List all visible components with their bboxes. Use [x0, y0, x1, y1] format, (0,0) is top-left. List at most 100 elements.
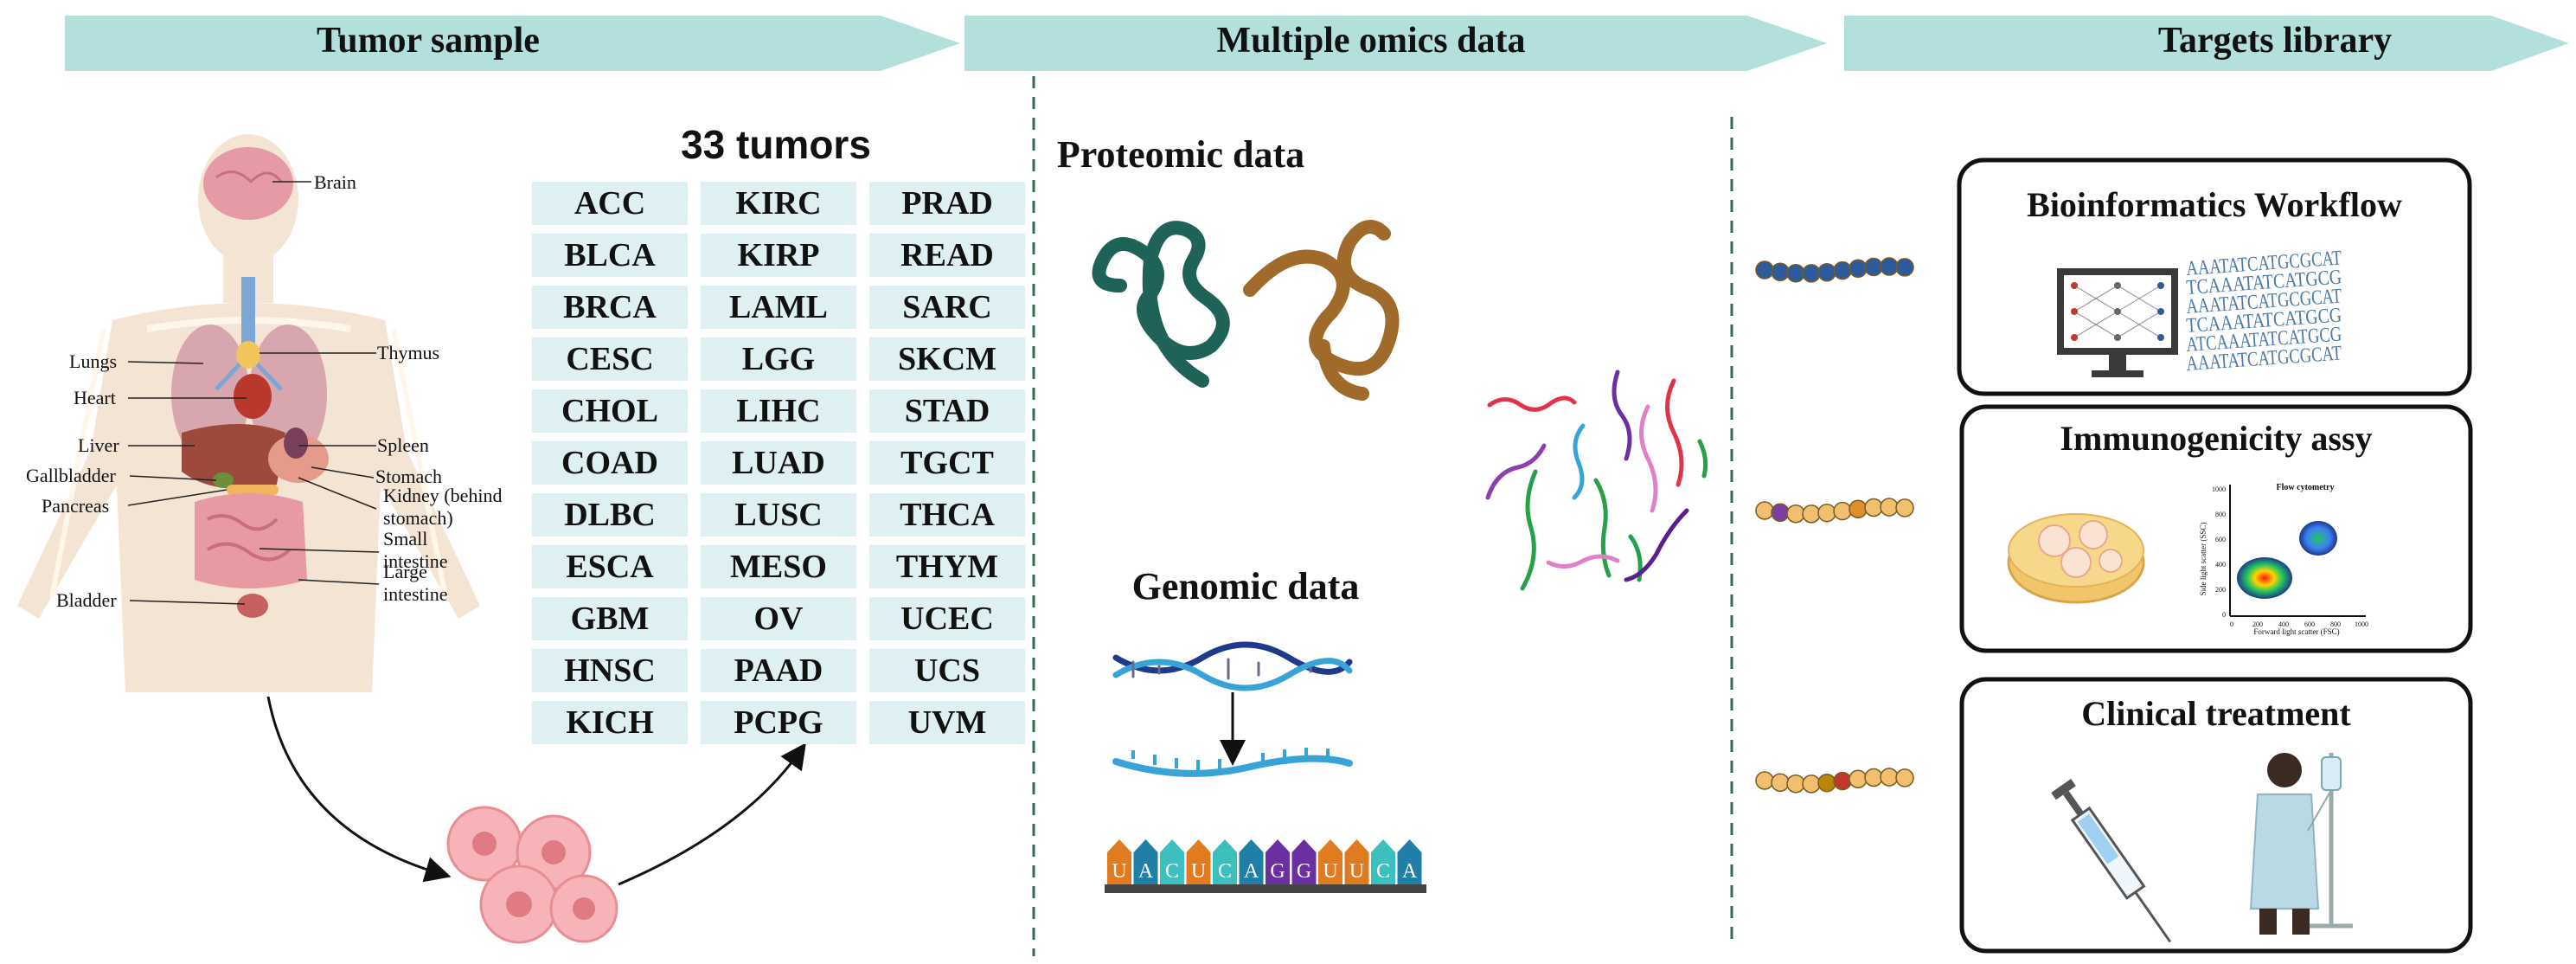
- tumor-label: SARC: [902, 289, 991, 325]
- organ-labels: [127, 181, 380, 605]
- dna-helix-icon: [1112, 641, 1353, 691]
- tumor-grid: ACC BLCA BRCA CESC CHOL COAD DLBC ESCA GBM HNSC KI…: [532, 182, 1025, 744]
- banner-label: Targets library: [2158, 21, 2392, 61]
- tumor-cell: [869, 597, 1025, 640]
- tumor-cells-cluster: [446, 806, 618, 944]
- tumor-cell: [532, 234, 688, 277]
- banner-label: Tumor sample: [317, 21, 540, 61]
- rna-letter: G: [1270, 860, 1285, 883]
- flow-xlabel: Forward light scatter (FSC): [2253, 627, 2339, 636]
- flow-ylabel: Side light scatter (SSC): [2199, 523, 2208, 596]
- amino-acid-bead: [1895, 498, 1914, 517]
- human-body-illustration: [17, 134, 480, 692]
- tumor-label: STAD: [905, 393, 990, 429]
- amino-acid-bead: [1880, 257, 1899, 276]
- tumor-label: KIRP: [738, 237, 820, 273]
- tumor-label: LUSC: [734, 497, 822, 533]
- rna-letter: U: [1112, 860, 1126, 883]
- sequence-text-block: AAATATCATGCGCATTCAAATATCATGCGAAATATCATGC…: [2186, 247, 2343, 376]
- amino-acid-bead: [1849, 499, 1868, 518]
- tumor-label: PRAD: [901, 185, 993, 222]
- amino-acid-bead: [1802, 264, 1821, 283]
- rna-letter-block: [1213, 839, 1237, 884]
- rna-letter: A: [1138, 860, 1154, 883]
- tumor-cell: [869, 337, 1025, 381]
- label-gallbladder: Gallbladder: [26, 465, 117, 486]
- tumor-label: KIRC: [735, 185, 821, 222]
- genomic-title: Genomic data: [1132, 565, 1360, 607]
- tumor-label: KICH: [566, 704, 653, 741]
- tumor-cell: [701, 441, 856, 485]
- flow-title: Flow cytometry: [2277, 483, 2335, 492]
- tumor-cell: [701, 234, 856, 277]
- flow-y-tick: 1000: [2212, 485, 2226, 493]
- tumor-label: BRCA: [563, 289, 657, 325]
- tumor-cell: [701, 337, 856, 381]
- label-kidney-line1: Kidney (behind: [383, 485, 502, 506]
- rna-letter-block: [1291, 839, 1317, 884]
- peptide-chain-gold-2: [1755, 768, 1914, 794]
- amino-acid-bead: [1895, 768, 1914, 787]
- tumor-cell: [869, 493, 1025, 537]
- label-large-intestine-line1: Large: [383, 561, 427, 582]
- rna-letter: C: [1218, 860, 1232, 883]
- amino-acid-bead: [1880, 498, 1899, 517]
- tumor-cell: [869, 545, 1025, 588]
- amino-acid-bead: [1849, 769, 1868, 788]
- tumor-cell: [701, 286, 856, 329]
- amino-acid-bead: [1786, 263, 1805, 283]
- tumor-label: UVM: [908, 704, 987, 741]
- tumor-cell: [532, 597, 688, 640]
- rna-strand-icon: [1112, 748, 1353, 777]
- label-pancreas: Pancreas: [42, 495, 109, 517]
- amino-acid-bead: [1833, 260, 1852, 280]
- amino-acid-bead: [1802, 774, 1821, 794]
- tumor-label: GBM: [571, 601, 650, 637]
- amino-acid-bead: [1755, 260, 1774, 280]
- amino-acid-bead: [1755, 501, 1774, 520]
- rna-letter: C: [1165, 860, 1179, 883]
- amino-acid-bead: [1786, 774, 1805, 794]
- flow-x-tick: 200: [2252, 620, 2263, 628]
- monitor-icon: [2057, 268, 2178, 377]
- tumor-cell: [701, 597, 856, 640]
- tumor-cell: [532, 286, 688, 329]
- tumor-label: UCEC: [900, 601, 994, 637]
- tumor-cell: [869, 234, 1025, 277]
- tumor-cell: [869, 182, 1025, 225]
- label-heart: Heart: [74, 387, 116, 408]
- rna-letter-block: [1239, 839, 1264, 884]
- rna-letter-block: [1318, 839, 1342, 884]
- rna-base-bar: [1105, 884, 1426, 893]
- heart-shape: [234, 374, 272, 419]
- tumor-cell: [869, 441, 1025, 485]
- flow-x-tick: 400: [2278, 620, 2289, 628]
- tumor-cell: [869, 286, 1025, 329]
- rna-letter-block: [1266, 839, 1290, 884]
- flow-x-ticks: 0 200 400 600 800 1000: [2230, 620, 2368, 628]
- tumor-label: THCA: [900, 497, 995, 533]
- tumor-label: LGG: [742, 341, 815, 377]
- amino-acid-bead: [1771, 503, 1790, 523]
- peptide-chain-gold-1: [1755, 498, 1914, 524]
- rna-letter-block: [1160, 839, 1184, 884]
- peptide-squiggles: [1485, 370, 1708, 591]
- rna-letter: G: [1297, 860, 1311, 883]
- flow-y-tick: 800: [2215, 511, 2226, 518]
- bioinformatics-title: Bioinformatics Workflow: [2027, 185, 2402, 224]
- tumor-cell: [869, 649, 1025, 692]
- petri-dish-icon: [2007, 513, 2145, 604]
- label-brain: Brain: [314, 171, 356, 193]
- flow-cytometry-plot: Flow cytometry Forward light scatter (FS…: [2199, 483, 2368, 636]
- syringe-icon: [2051, 779, 2172, 943]
- patient-iv-icon: [2249, 753, 2353, 935]
- label-thymus: Thymus: [377, 342, 439, 363]
- amino-acid-bead: [1864, 257, 1883, 277]
- amino-acid-bead: [1864, 768, 1883, 787]
- rna-letter: U: [1349, 860, 1364, 883]
- tumor-label: CHOL: [561, 393, 658, 429]
- flow-y-ticks: 0 200 400 600 800 1000: [2212, 485, 2226, 619]
- tumor-cell: [532, 337, 688, 381]
- amino-acid-bead: [1786, 504, 1805, 524]
- rna-letter-block: [1397, 839, 1422, 884]
